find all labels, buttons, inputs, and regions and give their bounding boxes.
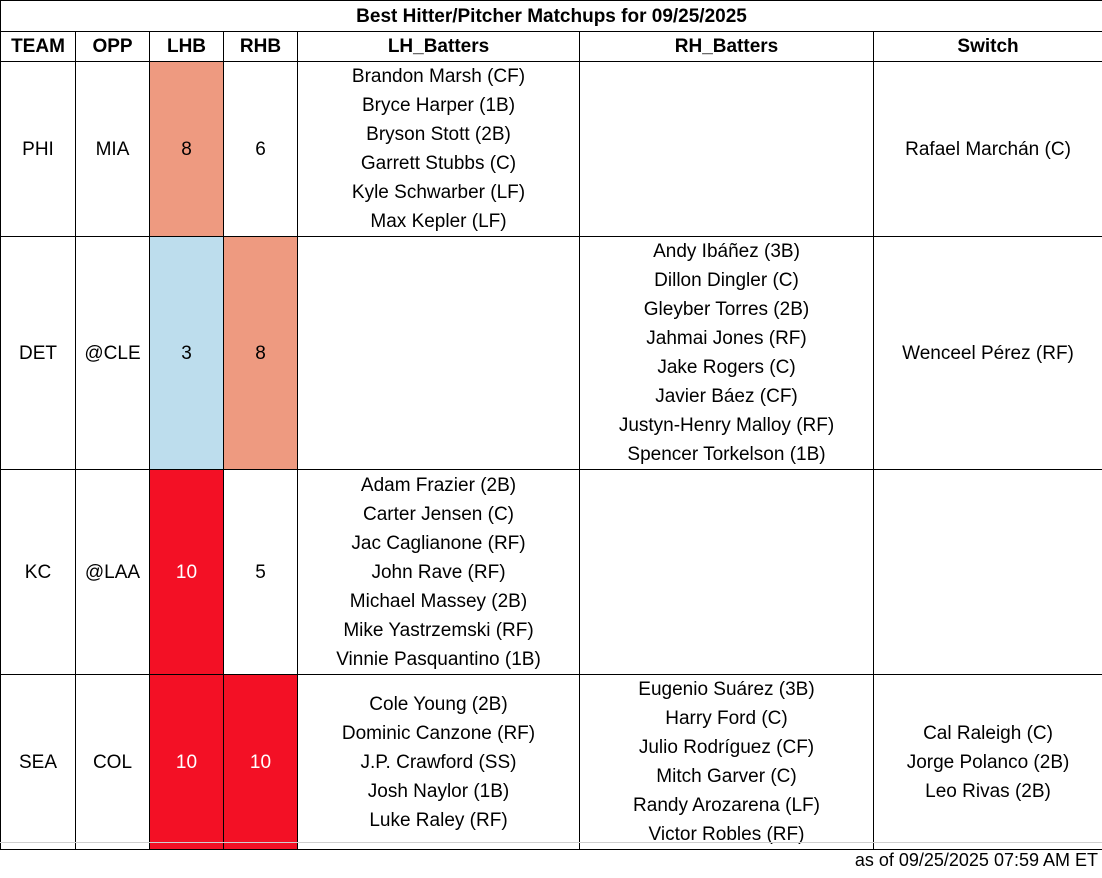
lh-batters-cell: [297, 236, 580, 470]
header-lh-batters: LH_Batters: [297, 31, 580, 62]
rhb-rating-cell: 5: [223, 469, 298, 675]
table-row: PHI MIA 8 6 Brandon Marsh (CF) Bryce Harper (…: [0, 61, 1102, 237]
lh-batter-name: Michael Massey (2B): [349, 590, 528, 612]
opponent-cell: COL: [75, 674, 150, 850]
rh-batter-name: Javier Báez (CF): [655, 386, 798, 407]
rh-batter-name: Dillon Dingler (C): [654, 270, 799, 291]
rh-batters-cell: Andy Ibáñez (3B) Dillon Dingler (C) Gleybe…: [579, 236, 874, 470]
lh-batter-name: Mike Yastrzemski (RF): [343, 619, 534, 641]
lh-batter-name: John Rave (RF): [371, 561, 506, 583]
rhb-rating-cell: 10: [223, 674, 298, 850]
matchups-table: Best Hitter/Pitcher Matchups for 09/25/2…: [0, 0, 1102, 850]
lh-batter-name: Bryce Harper (1B): [361, 95, 516, 116]
rh-batter-name: Julio Rodríguez (CF): [638, 737, 815, 758]
header-rhb: RHB: [223, 31, 298, 62]
lhb-rating-cell: 10: [149, 674, 224, 850]
switch-batter-name: Wenceel Pérez (RF): [902, 342, 1074, 364]
rh-batter-name: Spencer Torkelson (1B): [627, 444, 826, 465]
rh-batter-name: Randy Arozarena (LF): [633, 795, 820, 816]
opponent-cell: @LAA: [75, 469, 150, 675]
lh-batter-name: J.P. Crawford (SS): [360, 751, 517, 773]
lh-batter-name: Vinnie Pasquantino (1B): [336, 648, 541, 670]
team-cell: PHI: [0, 61, 76, 237]
table-row: SEA COL 10 10 Cole Young (2B) Dominic Canzone…: [0, 674, 1102, 850]
rh-batters-cell: [579, 469, 874, 675]
table-title: Best Hitter/Pitcher Matchups for 09/25/2…: [0, 0, 1102, 32]
lh-batter-name: Luke Raley (RF): [369, 809, 508, 831]
lh-batter-name: Garrett Stubbs (C): [360, 153, 517, 174]
lh-batter-name: Carter Jensen (C): [363, 503, 514, 525]
switch-batters-cell: Wenceel Pérez (RF): [872, 236, 1102, 470]
switch-batters-cell: Rafael Marchán (C): [872, 61, 1102, 237]
rh-batter-name: Gleyber Torres (2B): [643, 299, 810, 320]
lh-batters-cell: Cole Young (2B) Dominic Canzone (RF) J.P. …: [297, 674, 580, 850]
rh-batter-name: Justyn-Henry Malloy (RF): [618, 415, 835, 436]
header-row: TEAM OPP LHB RHB LH_Batters RH_Batters S…: [0, 31, 1102, 62]
lh-batter-name: Jac Caglianone (RF): [351, 532, 526, 554]
timestamp: as of 09/25/2025 07:59 AM ET: [854, 850, 1098, 870]
lh-batter-name: Dominic Canzone (RF): [341, 722, 536, 744]
team-cell: DET: [0, 236, 76, 470]
lh-batter-name: Adam Frazier (2B): [360, 474, 517, 496]
switch-batter-name: Cal Raleigh (C): [923, 722, 1053, 744]
rhb-rating-cell: 8: [223, 236, 298, 470]
header-team: TEAM: [0, 31, 76, 62]
rh-batter-name: Mitch Garver (C): [656, 766, 797, 787]
opponent-cell: @CLE: [75, 236, 150, 470]
table-row: KC @LAA 10 5 Adam Frazier (2B) Carter Jensen …: [0, 469, 1102, 675]
rh-batter-name: Jahmai Jones (RF): [646, 328, 807, 349]
rhb-rating-cell: 6: [223, 61, 298, 237]
lh-batter-name: Max Kepler (LF): [370, 211, 507, 232]
opponent-cell: MIA: [75, 61, 150, 237]
lh-batter-name: Cole Young (2B): [369, 693, 508, 715]
rh-batter-name: Eugenio Suárez (3B): [638, 679, 815, 700]
switch-batters-cell: Cal Raleigh (C) Jorge Polanco (2B) Leo Riv…: [872, 674, 1102, 850]
table-row: DET @CLE 3 8 Andy Ibáñez (3B) Dillon Dingler …: [0, 236, 1102, 470]
header-rh-batters: RH_Batters: [579, 31, 874, 62]
switch-batter-name: Jorge Polanco (2B): [906, 751, 1070, 773]
lh-batter-name: Kyle Schwarber (LF): [351, 182, 526, 203]
lh-batter-name: Bryson Stott (2B): [366, 124, 511, 145]
rh-batter-name: Victor Robles (RF): [648, 824, 805, 845]
lh-batters-cell: Brandon Marsh (CF) Bryce Harper (1B) Bryso…: [297, 61, 580, 237]
rh-batter-name: Andy Ibáñez (3B): [653, 241, 800, 262]
lh-batters-cell: Adam Frazier (2B) Carter Jensen (C) Jac Ca…: [297, 469, 580, 675]
lh-batter-name: Brandon Marsh (CF): [351, 66, 526, 87]
switch-batter-name: Leo Rivas (2B): [925, 780, 1051, 802]
lh-batter-name: Josh Naylor (1B): [367, 780, 510, 802]
lhb-rating-cell: 8: [149, 61, 224, 237]
switch-batter-name: Rafael Marchán (C): [905, 138, 1071, 160]
switch-batters-cell: [872, 469, 1102, 675]
rh-batter-name: Harry Ford (C): [665, 708, 788, 729]
team-cell: SEA: [0, 674, 76, 850]
header-switch: Switch: [872, 31, 1102, 62]
team-cell: KC: [0, 469, 76, 675]
rh-batter-name: Jake Rogers (C): [657, 357, 796, 378]
header-lhb: LHB: [149, 31, 224, 62]
lhb-rating-cell: 10: [149, 469, 224, 675]
rh-batters-cell: Eugenio Suárez (3B) Harry Ford (C) Julio R…: [579, 674, 874, 850]
header-opp: OPP: [75, 31, 150, 62]
rh-batters-cell: [579, 61, 874, 237]
lhb-rating-cell: 3: [149, 236, 224, 470]
footer: as of 09/25/2025 07:59 AM ET: [0, 842, 1102, 877]
